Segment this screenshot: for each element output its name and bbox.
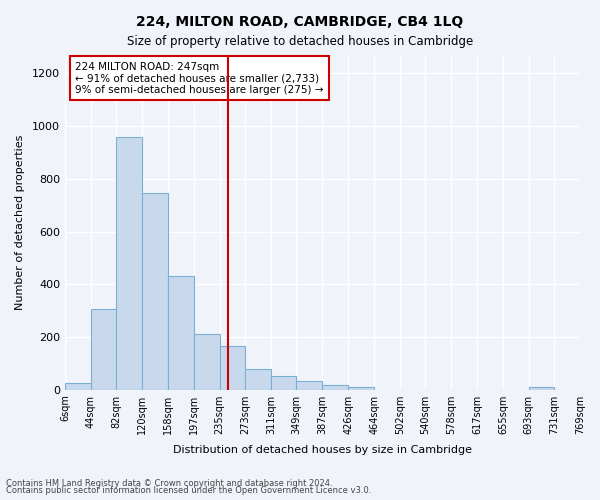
Text: 224 MILTON ROAD: 247sqm
← 91% of detached houses are smaller (2,733)
9% of semi-: 224 MILTON ROAD: 247sqm ← 91% of detache…: [75, 62, 324, 95]
Text: Contains public sector information licensed under the Open Government Licence v3: Contains public sector information licen…: [6, 486, 371, 495]
Y-axis label: Number of detached properties: Number of detached properties: [15, 134, 25, 310]
Bar: [296, 381, 322, 390]
Bar: [529, 387, 554, 390]
X-axis label: Distribution of detached houses by size in Cambridge: Distribution of detached houses by size …: [173, 445, 472, 455]
Bar: [167, 276, 194, 390]
Bar: [271, 376, 296, 390]
Bar: [142, 192, 167, 390]
Bar: [116, 136, 142, 390]
Bar: [91, 310, 116, 390]
Bar: [349, 387, 374, 390]
Bar: [65, 383, 91, 390]
Bar: [322, 385, 349, 390]
Bar: [245, 368, 271, 390]
Text: Contains HM Land Registry data © Crown copyright and database right 2024.: Contains HM Land Registry data © Crown c…: [6, 478, 332, 488]
Text: Size of property relative to detached houses in Cambridge: Size of property relative to detached ho…: [127, 35, 473, 48]
Bar: [194, 334, 220, 390]
Text: 224, MILTON ROAD, CAMBRIDGE, CB4 1LQ: 224, MILTON ROAD, CAMBRIDGE, CB4 1LQ: [136, 15, 464, 29]
Bar: [220, 346, 245, 390]
